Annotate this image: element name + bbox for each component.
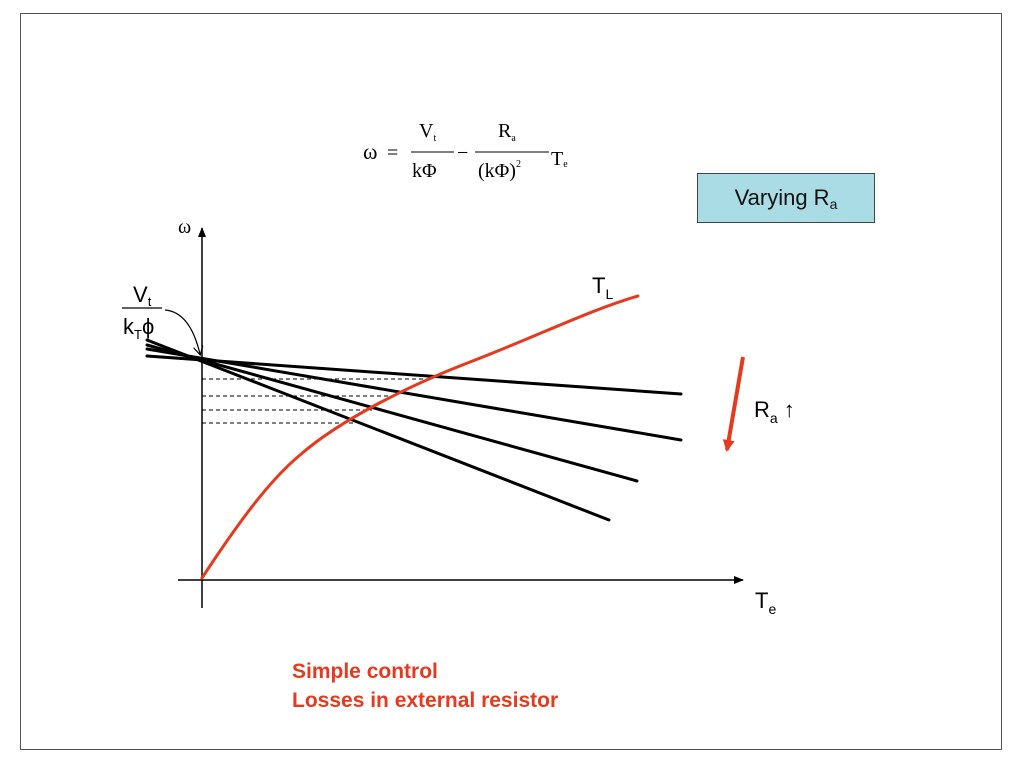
load-torque-curve xyxy=(200,294,640,580)
equation-term2-denominator: (kΦ)2 xyxy=(478,159,521,182)
load-torque-label: TL xyxy=(592,273,613,302)
equation-torque: Te xyxy=(551,148,568,170)
speed-torque-lines xyxy=(145,338,683,522)
speed-equation: ω = Vt kΦ − Ra (kΦ)2 Te xyxy=(363,120,568,182)
notes: Simple control Losses in external resist… xyxy=(292,657,558,715)
omega-axis-label: ω xyxy=(178,216,191,238)
ra-increase-label: Ra ↑ xyxy=(754,397,795,426)
slide-border xyxy=(20,13,1002,750)
speed-line-ra-3 xyxy=(145,343,639,483)
speed-line-ra-4 xyxy=(145,338,611,522)
no-load-numerator: Vt xyxy=(133,282,152,309)
equation-minus: − xyxy=(457,142,468,164)
varying-ra-callout: Varying Ra xyxy=(697,173,875,223)
equation-term1-denominator: kΦ xyxy=(412,160,437,182)
equation-term2-numerator: Ra xyxy=(498,120,516,144)
callout-label: Varying Ra xyxy=(734,184,838,212)
operating-point-guides xyxy=(202,378,432,424)
equation-equals: = xyxy=(387,142,398,164)
note-simple-control: Simple control xyxy=(292,660,438,683)
equation-omega: ω xyxy=(363,139,377,164)
equation-term1-numerator: Vt xyxy=(419,120,436,144)
no-load-denominator: kTϕ xyxy=(123,314,154,342)
ra-increase-arrow xyxy=(722,356,745,452)
speed-line-ra-2 xyxy=(145,347,683,442)
note-losses: Losses in external resistor xyxy=(292,689,559,712)
torque-axis-label: Te xyxy=(755,588,776,617)
speed-line-ra-1 xyxy=(145,354,683,396)
no-load-pointer-arrow xyxy=(164,309,200,354)
no-load-speed-label: Vt kTϕ xyxy=(122,282,162,342)
